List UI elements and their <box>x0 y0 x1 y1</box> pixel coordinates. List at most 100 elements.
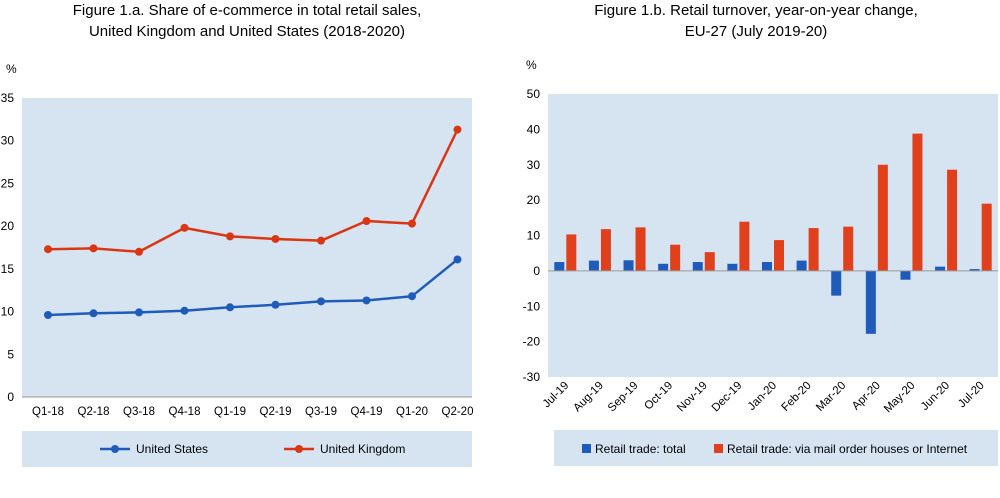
chart-b-bar <box>600 229 611 271</box>
chart-b-y-tick: 30 <box>527 158 541 172</box>
chart-b-bar <box>831 270 842 296</box>
chart-b-title: Figure 1.b. Retail turnover, year-on-yea… <box>512 0 1000 42</box>
chart-a-data-point <box>408 219 416 228</box>
chart-a-data-point <box>453 125 462 134</box>
chart-b-x-tick: Sep-19 <box>606 380 641 415</box>
chart-b-bar <box>588 260 599 271</box>
chart-a-x-tick: Q3-19 <box>305 406 337 418</box>
chart-b-title-line1: Figure 1.b. Retail turnover, year-on-yea… <box>594 2 918 19</box>
chart-b-bar <box>947 169 958 271</box>
chart-a-x-tick: Q2-20 <box>442 406 474 418</box>
chart-b-bar <box>969 269 980 271</box>
chart-b-bar <box>727 263 738 271</box>
chart-a-data-point <box>226 232 234 241</box>
chart-b-y-tick: 10 <box>527 229 541 243</box>
chart-a-x-tick: Q4-19 <box>351 406 383 418</box>
chart-a-y-tick: 35 <box>1 91 15 105</box>
chart-a-series-line <box>47 129 459 254</box>
chart-a-data-point <box>453 255 462 264</box>
chart-a-y-tick: 25 <box>1 176 15 190</box>
chart-a-x-tick: Q1-19 <box>214 406 246 418</box>
chart-a-title-line2: United Kingdom and United States (2018-2… <box>88 23 406 40</box>
chart-b-bar <box>635 227 646 271</box>
chart-a-data-point <box>44 245 52 254</box>
chart-a-y-tick: 10 <box>1 305 15 319</box>
chart-b-x-tick: Jan-20 <box>746 380 779 413</box>
chart-b-x-tick: Jun-20 <box>919 380 952 413</box>
chart-b-y-tick: 50 <box>527 87 541 101</box>
chart-b-y-tick: 20 <box>527 193 541 207</box>
chart-b-bar <box>554 262 565 271</box>
chart-b-bar <box>762 262 772 271</box>
chart-b-x-tick: Mar-20 <box>814 380 848 414</box>
chart-b-legend-swatch <box>582 444 591 453</box>
chart-b-bar <box>566 234 577 271</box>
chart-b-bar <box>774 240 784 271</box>
chart-a-y-tick: 20 <box>1 219 15 233</box>
chart-b-y-unit: % <box>526 58 537 72</box>
chart-a-data-point <box>317 297 325 306</box>
chart-a-series-line <box>47 258 459 317</box>
chart-b-legend-label: Retail trade: via mail order houses or I… <box>727 442 968 456</box>
chart-b-x-tick: Feb-20 <box>779 380 813 414</box>
chart-a-data-point <box>271 234 280 243</box>
chart-b-x-tick: Dec-19 <box>710 380 745 415</box>
chart-a-data-point <box>89 244 98 253</box>
chart-a-x-tick: Q4-18 <box>169 406 201 418</box>
chart-a-y-tick: 30 <box>1 134 15 148</box>
chart-b-y-tick: 0 <box>533 264 540 278</box>
chart-a-data-point <box>317 236 325 245</box>
chart-b-bar <box>843 226 854 271</box>
chart-a-legend-marker <box>295 445 303 453</box>
chart-b-legend-label: Retail trade: total <box>595 442 686 456</box>
chart-b-bar <box>900 270 911 280</box>
chart-a-y-tick: 15 <box>1 262 15 276</box>
chart-a-x-tick: Q1-18 <box>32 406 64 418</box>
chart-b-y-tick: -20 <box>523 335 541 349</box>
chart-b-y-tick: -10 <box>523 299 541 313</box>
chart-b-x-tick: Oct-19 <box>642 380 675 413</box>
chart-a-legend-marker <box>111 445 119 453</box>
chart-a-y-unit: % <box>6 62 17 76</box>
chart-a-y-tick: 0 <box>7 390 14 404</box>
chart-b-plot-area <box>548 94 998 377</box>
chart-b-x-tick: Jul-20 <box>956 380 987 411</box>
chart-b-bar <box>692 262 703 271</box>
chart-b-title-line2: EU-27 (July 2019-20) <box>684 23 828 40</box>
chart-b-x-tick: May-20 <box>882 380 918 416</box>
chart-a-title: Figure 1.a. Share of e-commerce in total… <box>0 0 494 42</box>
chart-a-data-point <box>89 309 98 318</box>
chart-a-data-point <box>271 300 280 309</box>
chart-b-y-tick: 40 <box>527 122 541 136</box>
chart-b-x-tick: Aug-19 <box>571 380 606 415</box>
chart-a-x-tick: Q3-18 <box>123 406 155 418</box>
chart-a-data-point <box>135 247 143 256</box>
chart-b-y-tick: -30 <box>523 370 541 384</box>
chart-a-x-tick: Q1-20 <box>396 406 428 418</box>
chart-b-x-tick: Nov-19 <box>675 380 710 415</box>
chart-b-bar <box>704 252 715 271</box>
chart-a-data-point <box>44 310 52 319</box>
chart-b-bar <box>865 270 876 334</box>
chart-b-bar <box>796 260 807 271</box>
chart-a-title-line1: Figure 1.a. Share of e-commerce in total… <box>72 2 422 19</box>
chart-b-legend-swatch <box>714 444 723 453</box>
chart-a-data-point <box>135 308 143 317</box>
chart-b-legend <box>554 430 998 466</box>
chart-a-data-point <box>180 306 189 315</box>
chart-b-bar <box>912 133 923 271</box>
chart-a-data-point <box>408 292 416 301</box>
chart-a-data-point <box>226 303 234 312</box>
chart-b-bar <box>670 244 681 271</box>
chart-b-x-tick: Jul-19 <box>541 380 572 411</box>
chart-b-bar <box>739 221 750 271</box>
chart-b-x-tick: Apr-20 <box>850 380 883 413</box>
chart-a-data-point <box>180 223 189 232</box>
chart-a-legend-label: United States <box>136 442 208 456</box>
chart-a-data-point <box>362 217 371 226</box>
chart-a-legend-label: United Kingdom <box>320 442 405 456</box>
chart-a-x-tick: Q2-18 <box>78 406 110 418</box>
chart-b-bar <box>877 164 888 271</box>
chart-a-y-tick: 5 <box>7 347 14 361</box>
